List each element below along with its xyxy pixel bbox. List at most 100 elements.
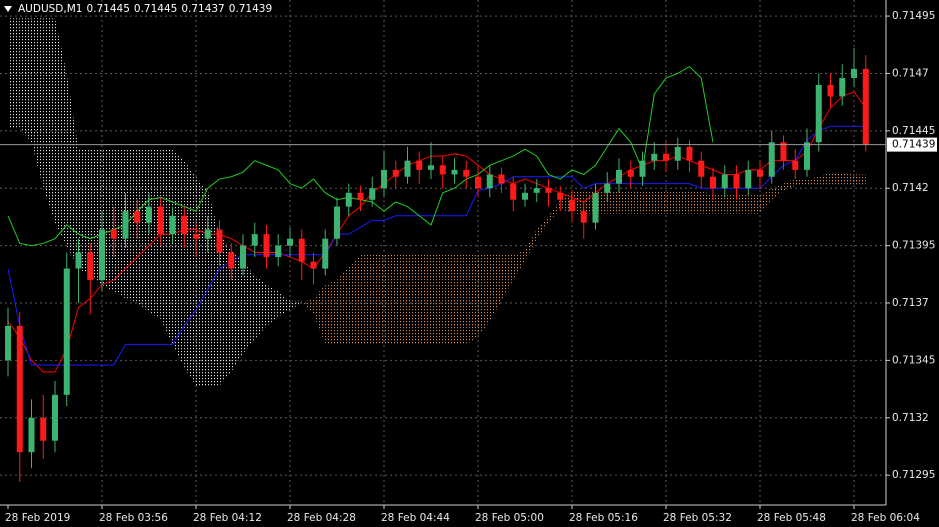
symbol: AUDUSD,M1 xyxy=(18,3,83,15)
candle-body xyxy=(404,160,411,177)
cloud-segment xyxy=(713,195,725,214)
cloud-segment xyxy=(113,149,126,299)
y-tick-label: 0.71395 xyxy=(892,240,935,252)
x-tick-label: 28 Feb 04:44 xyxy=(381,512,450,524)
candle-body xyxy=(63,268,70,395)
y-tick-label: 0.71445 xyxy=(892,125,935,137)
cloud-segment xyxy=(760,188,772,214)
candle-body xyxy=(827,84,834,97)
menu-triangle[interactable] xyxy=(4,6,12,12)
cloud-segment xyxy=(43,18,55,223)
candle-body xyxy=(416,160,423,170)
candle-body xyxy=(533,188,540,193)
cloud-segment xyxy=(8,18,20,129)
candle-body xyxy=(240,245,246,269)
candle-body xyxy=(663,153,669,161)
cloud-segment xyxy=(489,254,502,322)
candle-body xyxy=(193,234,199,239)
x-tick-label: 28 Feb 05:00 xyxy=(475,512,544,524)
cloud-segment xyxy=(677,190,690,214)
candle-body xyxy=(146,206,152,223)
cloud-segment xyxy=(630,190,643,214)
candle-body xyxy=(733,174,740,189)
candle-body xyxy=(745,169,752,189)
cloud-segment xyxy=(360,254,373,345)
candle-body xyxy=(698,160,705,177)
candle-body xyxy=(157,206,164,235)
y-tick-label: 0.7147 xyxy=(892,67,929,79)
cloud-segment xyxy=(348,254,361,345)
candle-body xyxy=(251,234,258,246)
candle-body xyxy=(592,192,599,223)
candle-body xyxy=(569,199,575,212)
candle-body xyxy=(216,229,223,253)
cloud-segment xyxy=(384,254,396,345)
x-tick-label: 28 Feb 04:28 xyxy=(287,512,356,524)
candle-body xyxy=(204,229,211,239)
candle-body xyxy=(498,174,505,184)
cloud-segment xyxy=(830,172,843,186)
candle-body xyxy=(287,238,293,246)
candle-body xyxy=(815,84,822,143)
candle-body xyxy=(710,176,716,189)
cloud-segment xyxy=(137,149,149,313)
candle-body xyxy=(721,174,728,189)
y-tick-label: 0.7137 xyxy=(892,297,929,309)
cloud-segment xyxy=(619,190,631,214)
candle-body xyxy=(463,169,470,177)
candle-body xyxy=(52,394,58,441)
cloud-segment xyxy=(290,300,302,310)
candle-body xyxy=(275,245,282,258)
cloud-segment xyxy=(701,190,713,214)
cloud-segment xyxy=(149,149,161,320)
candle-body xyxy=(392,169,399,177)
cloud-segment xyxy=(525,229,537,262)
candle-body xyxy=(604,183,611,193)
cloud-segment xyxy=(607,190,619,214)
candle-body xyxy=(16,325,23,453)
candle-body xyxy=(263,234,270,258)
candle-body xyxy=(134,211,141,223)
cloud-segment xyxy=(372,254,384,345)
y-tick-label: 0.71295 xyxy=(892,469,935,481)
cloud-segment xyxy=(842,172,854,186)
cloud-segment xyxy=(266,284,279,326)
candle-body xyxy=(780,142,787,161)
candle-body xyxy=(345,192,352,207)
cloud-segment xyxy=(78,149,91,276)
candle-body xyxy=(439,165,446,175)
x-tick-label: 28 Feb 03:56 xyxy=(99,512,168,524)
cloud-segment xyxy=(536,215,549,239)
y-tick-label: 0.7142 xyxy=(892,182,929,194)
current-price-box xyxy=(887,137,937,152)
cloud-segment xyxy=(395,254,408,345)
cloud-segment xyxy=(125,149,138,303)
ohlc-low: 0.71437 xyxy=(181,3,225,15)
ohlc-close: 0.71439 xyxy=(228,3,273,15)
candle-body xyxy=(5,325,11,361)
x-tick-label: 28 Feb 05:16 xyxy=(569,512,638,524)
cloud-segment xyxy=(783,179,796,191)
candle-body xyxy=(369,188,376,200)
cloud-segment xyxy=(654,190,666,214)
candle-body xyxy=(310,261,317,269)
candle-body xyxy=(334,206,340,239)
cloud-segment xyxy=(301,298,314,315)
cloud-segment xyxy=(31,18,44,189)
cloud-segment xyxy=(160,149,173,345)
cloud-segment xyxy=(854,174,866,186)
cloud-segment xyxy=(466,254,478,345)
candle-body xyxy=(510,183,517,200)
candle-body xyxy=(627,169,634,177)
candle-body xyxy=(99,229,105,281)
x-tick-label: 28 Feb 2019 xyxy=(5,512,70,524)
cloud-segment xyxy=(325,280,337,345)
cloud-segment xyxy=(184,160,196,386)
ohlc-high: 0.71445 xyxy=(133,3,178,15)
cloud-segment xyxy=(207,190,220,386)
candle-body xyxy=(545,188,552,193)
x-tick-label: 28 Feb 06:04 xyxy=(851,512,920,524)
candle-body xyxy=(522,192,528,200)
cloud-segment xyxy=(454,254,467,345)
cloud-segment xyxy=(243,261,255,354)
